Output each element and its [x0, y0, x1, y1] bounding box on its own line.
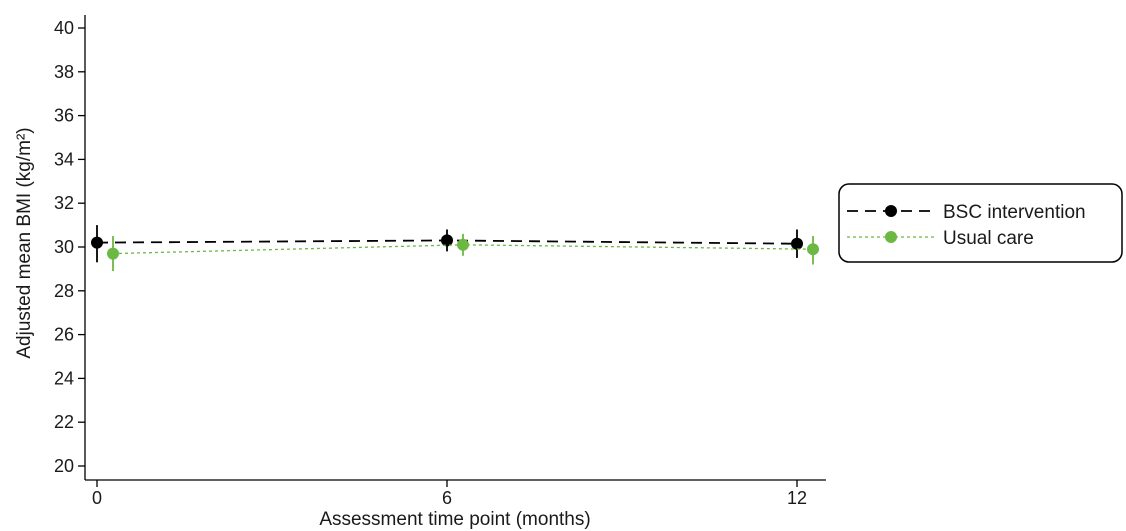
data-point [791, 237, 803, 250]
y-tick-label: 20 [54, 456, 74, 476]
y-tick-label: 30 [54, 237, 74, 257]
legend-item: Usual care [847, 228, 1034, 249]
y-tick-label: 40 [54, 18, 74, 38]
x-tick-label: 12 [787, 488, 807, 508]
y-axis: 20 22 24 26 28 30 32 34 36 38 40 [54, 15, 86, 480]
data-point [457, 238, 469, 251]
data-point [807, 243, 819, 256]
x-tick-label: 6 [442, 488, 452, 508]
y-tick-label: 22 [54, 412, 74, 432]
y-tick-label: 38 [54, 62, 74, 82]
x-axis: 0 6 12 [85, 479, 826, 508]
data-point [107, 247, 119, 260]
x-tick-label: 0 [92, 488, 102, 508]
y-tick-label: 26 [54, 325, 74, 345]
data-point [91, 236, 103, 249]
y-tick-label: 36 [54, 106, 74, 126]
x-axis-title: Assessment time point (months) [319, 509, 590, 530]
legend-marker [885, 231, 897, 243]
data-point [441, 234, 453, 247]
legend-marker [885, 205, 897, 217]
series-usual-care [107, 233, 819, 272]
legend-item: BSC intervention [847, 202, 1086, 223]
legend-label: BSC intervention [943, 202, 1086, 223]
series-bsc-intervention [91, 225, 803, 263]
series-layer [91, 225, 819, 272]
y-tick-label: 32 [54, 193, 74, 213]
y-tick-label: 24 [54, 368, 74, 388]
y-tick-label: 34 [54, 149, 74, 169]
y-axis-title: Adjusted mean BMI (kg/m²) [14, 127, 35, 358]
legend-label: Usual care [943, 228, 1034, 249]
legend-items: BSC intervention Usual care [847, 202, 1086, 249]
legend: BSC intervention Usual care [838, 183, 1123, 263]
y-tick-label: 28 [54, 281, 74, 301]
legend-box [838, 183, 1123, 263]
